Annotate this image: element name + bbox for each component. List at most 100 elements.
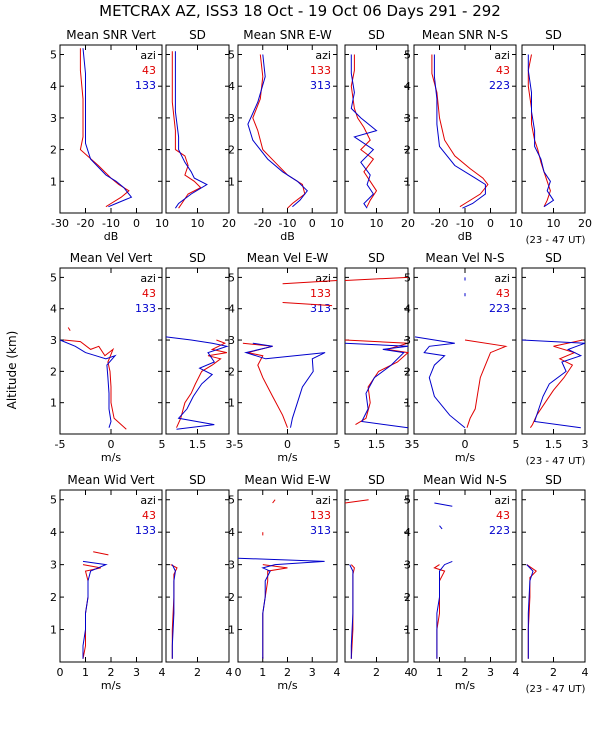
panel-wid-2: SD 2 4 [165, 473, 233, 679]
x-tick-label: -5 [409, 438, 420, 451]
x-tick-label: 2 [284, 666, 291, 679]
series-line-blue [414, 336, 466, 429]
legend-entry-red: 43 [142, 287, 156, 300]
x-tick-label: 4 [405, 666, 412, 679]
series-line-blue [244, 342, 326, 428]
series-line-blue [59, 339, 117, 428]
x-tick-label: 3 [133, 666, 140, 679]
panel-title: Mean SNR Vert [66, 28, 156, 42]
x-tick-label: -10 [279, 217, 297, 230]
y-axis-label: Altitude (km) [5, 331, 19, 410]
y-tick-label: 3 [228, 334, 235, 347]
x-axis-label: m/s [277, 679, 297, 692]
x-tick-label: 1.5 [189, 438, 207, 451]
series-line-blue [82, 48, 133, 208]
series-line-red [350, 54, 378, 207]
x-tick-label: -10 [456, 217, 474, 230]
panel-snr-5: Mean SNR N-S -20 -10 0 10 1 2 3 4 5 dB azi 43 223 [404, 28, 523, 243]
y-tick-label: 4 [404, 303, 411, 316]
y-tick-label: 2 [228, 365, 235, 378]
series-line-red [272, 499, 276, 504]
x-tick-label: 10 [509, 217, 523, 230]
x-tick-label: -5 [233, 438, 244, 451]
panel-snr-2: SD 10 20 [165, 28, 236, 230]
panel-title: SD [545, 28, 562, 42]
series-line-red [464, 339, 508, 428]
series-line-red [242, 342, 288, 428]
series-line-blue [344, 342, 409, 429]
y-tick-label: 3 [50, 334, 57, 347]
x-tick-label: 1.5 [368, 438, 386, 451]
x-axis-label: m/s [277, 451, 297, 464]
y-tick-label: 3 [404, 112, 411, 125]
y-tick-label: 2 [404, 144, 411, 157]
x-tick-label: 1.5 [545, 438, 563, 451]
x-tick-label: 4 [226, 666, 233, 679]
panel-title: SD [368, 28, 385, 42]
y-tick-label: 3 [404, 559, 411, 572]
series-line-blue [247, 54, 308, 208]
panel-frame [344, 489, 409, 663]
time-range-note: (23 - 47 UT) [526, 235, 586, 246]
x-tick-label: 0 [108, 438, 115, 451]
x-tick-label: 0 [57, 666, 64, 679]
y-tick-label: 5 [228, 49, 235, 62]
panel-snr-4: SD 10 20 [344, 28, 415, 230]
x-axis-label: m/s [101, 679, 121, 692]
panel-wid-3: Mean Wid E-W 0 1 2 3 4 1 2 3 4 5 m/s azi 133 313 [228, 473, 341, 692]
panel-grid: Mean SNR Vert-30 -20 -10 0 1012345dBazi43133… [50, 28, 592, 695]
x-tick-label: 4 [334, 666, 341, 679]
panel-snr-3: Mean SNR E-W -20 -10 0 10 1 2 3 4 5 dB azi 133 313 [228, 28, 344, 243]
x-tick-label: 3 [487, 666, 494, 679]
x-tick-label: 2 [373, 666, 380, 679]
legend-header: azi [140, 272, 156, 285]
y-tick-label: 4 [50, 80, 57, 93]
panel-title: SD [545, 251, 562, 265]
panel-title: Mean SNR E-W [243, 28, 332, 42]
y-tick-label: 4 [228, 526, 235, 539]
y-tick-label: 4 [50, 303, 57, 316]
legend-entry-blue: 133 [135, 524, 156, 537]
series-line-blue [349, 564, 354, 659]
x-axis-label: m/s [455, 451, 475, 464]
series-line-blue [237, 557, 325, 659]
series-line-red [282, 280, 338, 285]
panel-vel-5: Mean Vel N-S -5 0 5 1 2 3 4 5 m/s azi 43 223 [404, 251, 520, 464]
x-tick-label: 20 [578, 217, 592, 230]
panel-title: Mean SNR N-S [422, 28, 508, 42]
x-tick-label: -30 [51, 217, 69, 230]
y-tick-label: 5 [50, 49, 57, 62]
x-tick-label: 0 [487, 217, 494, 230]
panel-snr-1: Mean SNR Vert -30 -20 -10 0 10 1 2 3 4 5 dB azi 43 133 [50, 28, 169, 243]
series-line-red [282, 302, 333, 307]
panel-title: SD [368, 251, 385, 265]
panel-wid-6: SD 2 4 [521, 473, 589, 679]
y-tick-label: 2 [404, 365, 411, 378]
panel-vel-4: SD 1.5 3 [344, 251, 412, 451]
x-tick-label: 5 [513, 438, 520, 451]
time-range-note: (23 - 47 UT) [526, 684, 586, 695]
series-line-blue [521, 339, 586, 429]
x-tick-label: 4 [159, 666, 166, 679]
y-tick-label: 5 [404, 271, 411, 284]
panel-title: SD [189, 251, 206, 265]
series-line-blue [527, 54, 555, 208]
legend-entry-blue: 133 [135, 79, 156, 92]
x-tick-label: 20 [401, 217, 415, 230]
legend-entry-red: 133 [310, 287, 331, 300]
series-line-red [64, 339, 127, 430]
x-tick-label: 0 [462, 438, 469, 451]
y-tick-label: 3 [50, 112, 57, 125]
panel-title: SD [189, 473, 206, 487]
panel-frame [165, 489, 230, 663]
series-line-red [171, 51, 202, 209]
panel-title: Mean Vel Vert [70, 251, 153, 265]
series-line-red [344, 276, 409, 281]
legend-entry-blue: 223 [489, 79, 510, 92]
panel-title: SD [189, 28, 206, 42]
legend-entry-blue: 313 [310, 79, 331, 92]
y-tick-label: 5 [50, 271, 57, 284]
panel-snr-6: SD 10 20 [521, 28, 592, 230]
panel-frame [521, 267, 586, 435]
